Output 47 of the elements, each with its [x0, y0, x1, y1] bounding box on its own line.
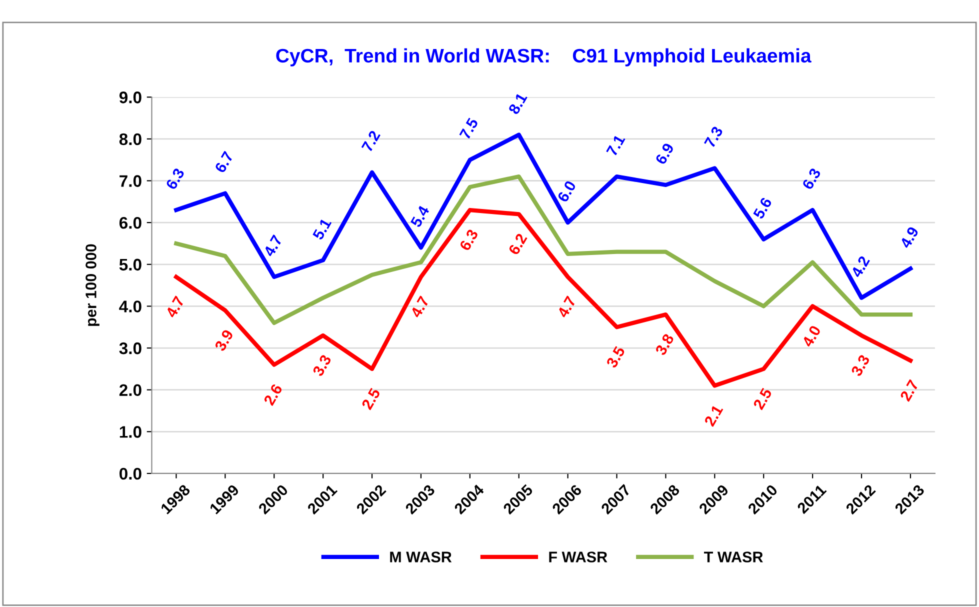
legend-label: F WASR	[549, 552, 608, 562]
data-label: 3.3	[312, 354, 332, 377]
data-label: 4.7	[410, 296, 430, 318]
y-tick-label: 6.0	[119, 216, 142, 229]
data-label: 4.7	[556, 296, 576, 318]
data-label: 5.1	[312, 218, 332, 240]
y-axis-title: per 100 000	[86, 244, 100, 326]
y-tick-label: 1.0	[120, 426, 142, 438]
data-label: 7.2	[361, 130, 380, 152]
data-label: 2.7	[900, 379, 919, 402]
data-label: 2.1	[704, 404, 724, 427]
data-label: 4.9	[899, 226, 920, 250]
data-label: 3.8	[654, 332, 674, 356]
data-label: 5.4	[410, 204, 430, 228]
data-label: 3.9	[214, 328, 234, 352]
legend-label: T WASR	[704, 552, 763, 562]
data-label: 6.2	[508, 232, 528, 256]
y-tick-label: 8.0	[119, 133, 142, 146]
data-label: 4.7	[263, 234, 283, 258]
data-label: 7.1	[606, 134, 626, 157]
data-label: 7.5	[459, 117, 479, 140]
data-label: 7.3	[704, 126, 724, 148]
data-label: 2.6	[263, 383, 283, 406]
y-tick-label: 2.0	[119, 384, 142, 396]
y-tick-label: 3.0	[119, 342, 142, 354]
data-label: 6.9	[654, 142, 674, 166]
y-tick-label: 0.0	[120, 468, 142, 480]
data-label: 3.5	[606, 345, 626, 369]
data-label: 2.5	[752, 387, 772, 410]
data-label: 6.0	[556, 180, 576, 203]
data-label: 2.5	[361, 387, 381, 410]
y-tick-label: 4.0	[119, 300, 142, 312]
data-label: 5.6	[752, 196, 772, 220]
y-tick-label: 7.0	[120, 175, 142, 187]
data-label: 4.2	[850, 255, 870, 278]
data-label: 6.7	[214, 150, 234, 174]
data-label: 4.0	[802, 324, 822, 348]
data-label: 4.7	[165, 296, 185, 318]
y-tick-label: 5.0	[119, 258, 142, 271]
chart-title: CyCR, Trend in World WASR: C91 Lymphoid Leukaemia	[276, 48, 812, 66]
data-label: 8.1	[508, 92, 528, 116]
y-tick-label: 9.0	[119, 92, 142, 104]
data-label: 3.3	[850, 354, 870, 377]
data-label: 6.3	[459, 228, 479, 252]
legend-label: M WASR	[390, 552, 452, 562]
data-label: 6.3	[802, 167, 822, 190]
data-label: 6.3	[165, 167, 185, 190]
